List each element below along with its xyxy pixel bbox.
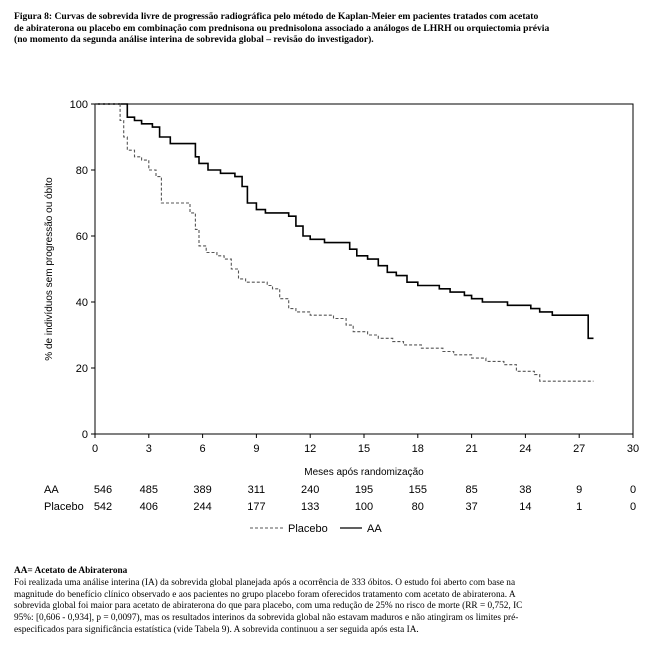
caption-line: (no momento da segunda análise interina … [14,34,374,46]
risk-value: 85 [465,484,477,496]
footer-line: especificados para significância estatís… [14,624,419,635]
risk-value: 195 [355,484,373,496]
risk-row-label: Placebo [44,501,84,513]
footer-text: AA= Acetato de Abiraterona Foi realizada… [14,566,660,637]
risk-value: 133 [301,501,319,513]
y-tick-label: 0 [82,429,88,441]
footer-line: sobrevida global foi maior para acetato … [14,601,523,612]
abbreviation-note: AA= Acetato de Abiraterona [14,566,128,576]
x-tick-label: 15 [358,443,370,455]
footer-line: 95%: [0,606 - 0,934], p = 0,0097), mas o… [14,613,519,624]
risk-value: 9 [576,484,582,496]
x-tick-label: 24 [519,443,531,455]
y-tick-label: 40 [76,297,88,309]
risk-value: 406 [140,501,158,513]
x-tick-label: 21 [465,443,477,455]
risk-value: 244 [193,501,211,513]
x-tick-label: 3 [146,443,152,455]
series-line-placebo [95,103,594,382]
x-tick-label: 18 [412,443,424,455]
legend-label-aa: AA [367,523,382,535]
series-line-aa [95,103,594,340]
x-tick-label: 12 [304,443,316,455]
y-tick-label: 60 [76,231,88,243]
risk-value: 155 [409,484,427,496]
risk-value: 389 [193,484,211,496]
caption-line: de abiraterona ou placebo em combinação … [14,22,550,34]
risk-row-label: AA [44,484,59,496]
x-tick-label: 30 [627,443,639,455]
x-axis-label: Meses após randomização [304,467,424,478]
risk-value: 240 [301,484,319,496]
risk-value: 0 [630,484,636,496]
risk-value: 80 [412,501,424,513]
risk-value: 177 [247,501,265,513]
x-tick-label: 6 [200,443,206,455]
caption-line: Figura 8: Curvas de sobrevida livre de p… [14,11,539,22]
risk-value: 485 [140,484,158,496]
figure-caption: Figura 8: Curvas de sobrevida livre de p… [14,11,662,46]
x-tick-label: 0 [92,443,98,455]
risk-value: 14 [519,501,531,513]
y-tick-label: 20 [76,363,88,375]
y-axis-label: % de indivíduos sem progressão ou óbito [44,177,55,361]
x-tick-label: 9 [253,443,259,455]
risk-value: 0 [630,501,636,513]
risk-value: 38 [519,484,531,496]
risk-value: 546 [94,484,112,496]
risk-value: 542 [94,501,112,513]
footer-line: Foi realizada uma análise interina (IA) … [14,577,516,588]
risk-value: 1 [576,501,582,513]
risk-value: 311 [248,484,266,496]
risk-value: 100 [355,501,373,513]
footer-line: magnitude do benefício clínico observado… [14,589,516,600]
plot-frame [94,103,634,435]
risk-value: 37 [465,501,477,513]
legend-label-placebo: Placebo [288,523,328,535]
x-tick-label: 27 [573,443,585,455]
y-tick-label: 100 [70,99,88,111]
y-tick-label: 80 [76,165,88,177]
